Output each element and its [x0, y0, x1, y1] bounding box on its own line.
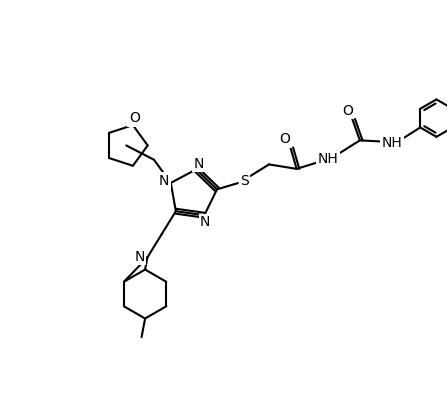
- Text: N: N: [200, 215, 211, 229]
- Text: N: N: [134, 249, 145, 264]
- Text: O: O: [342, 104, 353, 118]
- Text: O: O: [280, 132, 290, 147]
- Text: N: N: [193, 157, 204, 171]
- Text: O: O: [129, 111, 140, 126]
- Text: N: N: [159, 174, 169, 188]
- Text: NH: NH: [382, 136, 402, 149]
- Text: S: S: [240, 174, 249, 188]
- Text: NH: NH: [318, 152, 338, 166]
